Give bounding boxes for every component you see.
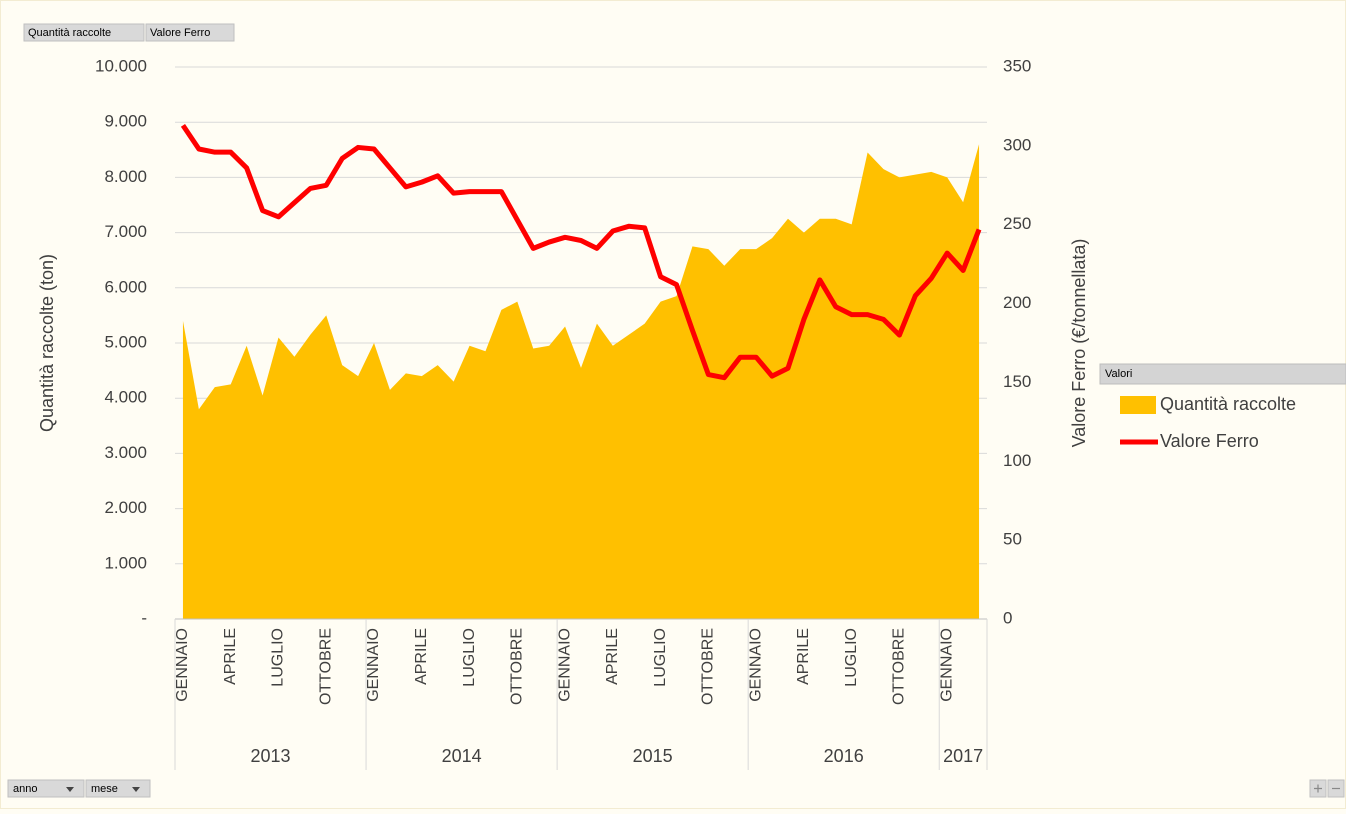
legend-title: Valori xyxy=(1105,368,1132,380)
y-tick-label: 5.000 xyxy=(104,332,147,351)
x-tick-label: OTTOBRE xyxy=(700,628,717,705)
y-axis-title: Quantità raccolte (ton) xyxy=(37,254,57,432)
year-label: 2015 xyxy=(633,746,673,766)
x-tick-label: GENNAIO xyxy=(556,628,573,702)
x-tick-label: OTTOBRE xyxy=(891,628,908,705)
y2-tick-label: 150 xyxy=(1003,372,1031,391)
x-tick-label: APRILE xyxy=(604,628,621,685)
y-tick-label: 1.000 xyxy=(104,553,147,572)
legend-label: Quantità raccolte xyxy=(1160,394,1296,414)
y2-tick-label: 250 xyxy=(1003,214,1031,233)
x-tick-label: GENNAIO xyxy=(938,628,955,702)
legend-swatch xyxy=(1120,396,1156,414)
axis-button[interactable] xyxy=(7,779,85,798)
plus-icon xyxy=(1314,784,1322,793)
legend-label: Valore Ferro xyxy=(1160,431,1259,451)
x-tick-label: APRILE xyxy=(795,628,812,685)
area xyxy=(182,144,980,619)
dropdown-arrow[interactable] xyxy=(132,787,140,792)
year-label: 2014 xyxy=(442,746,482,766)
y-tick-label: 3.000 xyxy=(104,443,147,462)
y-tick-label: 9.000 xyxy=(104,112,147,131)
legend-header[interactable] xyxy=(1099,363,1346,385)
y2-tick-label: 350 xyxy=(1003,56,1031,75)
x-tick-label: APRILE xyxy=(413,628,430,685)
field-button-label[interactable]: Valore Ferro xyxy=(150,27,210,39)
year-label: 2016 xyxy=(824,746,864,766)
y-tick-label: - xyxy=(141,608,147,627)
y2-tick-label: 300 xyxy=(1003,135,1031,154)
axis-button-label[interactable]: mese xyxy=(91,783,118,795)
x-tick-label: LUGLIO xyxy=(270,628,287,687)
y2-tick-label: 0 xyxy=(1003,608,1012,627)
y-tick-label: 7.000 xyxy=(104,222,147,241)
x-tick-label: LUGLIO xyxy=(652,628,669,687)
y-tick-label: 8.000 xyxy=(104,167,147,186)
y2-tick-label: 100 xyxy=(1003,451,1031,470)
x-tick-label: APRILE xyxy=(222,628,239,685)
field-button-label[interactable]: Quantità raccolte xyxy=(28,27,111,39)
x-tick-label: OTTOBRE xyxy=(509,628,526,705)
field-button[interactable] xyxy=(23,23,145,42)
year-label: 2017 xyxy=(943,746,983,766)
x-tick-label: GENNAIO xyxy=(365,628,382,702)
y2-tick-label: 200 xyxy=(1003,293,1031,312)
line xyxy=(180,123,982,381)
x-tick-label: GENNAIO xyxy=(747,628,764,702)
x-tick-label: LUGLIO xyxy=(461,628,478,687)
x-tick-label: LUGLIO xyxy=(843,628,860,687)
y-tick-label: 6.000 xyxy=(104,277,147,296)
year-label: 2013 xyxy=(251,746,291,766)
dropdown-arrow[interactable] xyxy=(66,787,74,792)
y2-tick-label: 50 xyxy=(1003,530,1022,549)
y2-axis-title: Valore Ferro (€/tonnellata) xyxy=(1069,239,1089,448)
axis-button-label[interactable]: anno xyxy=(13,783,37,795)
axis-button[interactable] xyxy=(85,779,151,798)
x-tick-label: GENNAIO xyxy=(174,628,191,702)
y-tick-label: 4.000 xyxy=(104,388,147,407)
field-button[interactable] xyxy=(145,23,235,42)
y-tick-label: 2.000 xyxy=(104,498,147,517)
y-tick-label: 10.000 xyxy=(95,56,147,75)
x-tick-label: OTTOBRE xyxy=(317,628,334,705)
